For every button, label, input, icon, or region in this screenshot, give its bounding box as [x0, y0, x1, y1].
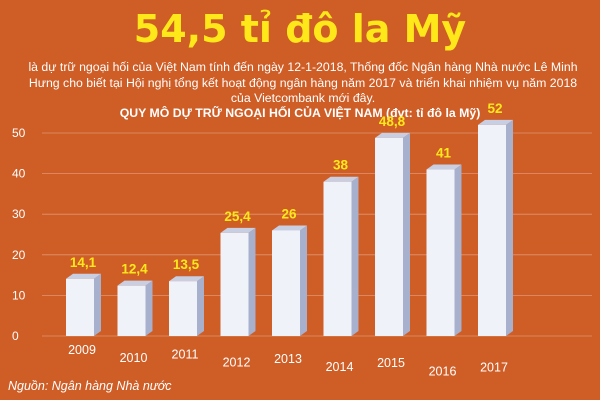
bar: [478, 124, 506, 336]
bar-top: [220, 227, 256, 233]
x-tick-label: 2011: [172, 347, 199, 361]
x-tick-label: 2012: [223, 356, 251, 370]
bar-side: [94, 273, 101, 336]
bar-top: [375, 132, 410, 138]
value-label: 26: [281, 206, 297, 221]
value-label: 48,8: [379, 114, 406, 129]
y-tick-label: 40: [12, 167, 26, 181]
x-tick-label: 2010: [120, 351, 148, 365]
bar-side: [197, 276, 204, 336]
bar-side: [506, 119, 513, 336]
bar-top: [117, 280, 153, 286]
bar: [375, 137, 403, 336]
bar-side: [145, 280, 153, 336]
x-tick-label: 2009: [68, 343, 96, 357]
y-tick-label: 0: [12, 329, 19, 343]
value-label: 52: [487, 101, 502, 116]
value-label: 12,4: [121, 262, 148, 277]
bar: [117, 285, 146, 336]
bar-top: [323, 176, 359, 182]
bar-top: [272, 225, 307, 231]
bar: [426, 169, 455, 336]
x-tick-label: 2015: [377, 356, 405, 370]
x-tick-label: 2013: [274, 352, 302, 366]
bar-top: [478, 119, 513, 125]
value-label: 25,4: [224, 209, 251, 224]
bar: [169, 281, 197, 336]
bar: [220, 232, 249, 336]
description: là dự trữ ngoại hối của Việt Nam tính đế…: [28, 60, 578, 105]
y-tick-label: 20: [12, 248, 26, 262]
bar: [66, 278, 94, 336]
source-note: Nguồn: Ngân hàng Nhà nước: [8, 379, 172, 393]
bar-side: [351, 176, 359, 336]
chart-title: QUY MÔ DỰ TRỮ NGOẠI HỐI CỦA VIỆT NAM (đv…: [119, 106, 481, 120]
bar-top: [169, 276, 204, 282]
y-tick-label: 10: [12, 288, 26, 302]
bar-side: [403, 132, 410, 336]
bar-top: [66, 273, 101, 279]
bar-side: [300, 225, 307, 336]
value-label: 38: [333, 158, 349, 173]
y-tick-label: 50: [12, 126, 26, 140]
y-tick-label: 30: [12, 207, 26, 221]
value-label: 14,1: [70, 255, 97, 270]
headline: 54,5 tỉ đô la Mỹ: [133, 7, 467, 51]
x-tick-label: 2016: [429, 364, 457, 378]
value-label: 41: [436, 146, 452, 161]
x-tick-label: 2014: [326, 360, 354, 374]
x-tick-label: 2017: [480, 361, 508, 375]
bar-side: [454, 164, 462, 336]
bar-top: [426, 164, 462, 170]
bar-side: [248, 227, 256, 336]
bar: [272, 230, 300, 336]
value-label: 13,5: [173, 257, 200, 272]
bar: [323, 181, 352, 336]
